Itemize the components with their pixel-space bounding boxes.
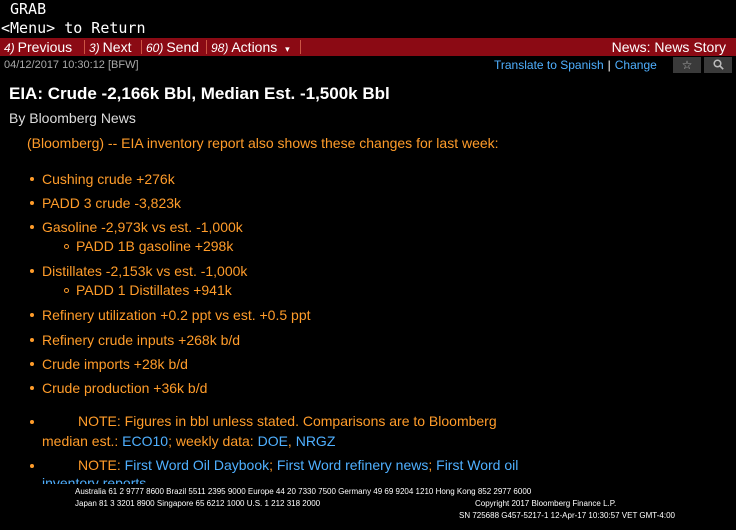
bullet-dot <box>30 269 34 273</box>
footer-contacts: Australia 61 2 9777 8600 Brazil 5511 239… <box>75 487 532 496</box>
sub-bullet-circle <box>64 244 69 249</box>
story-byline: By Bloomberg News <box>9 110 136 126</box>
bullet-dot <box>30 338 34 342</box>
toolbar-divider <box>300 40 301 54</box>
bullet-dot <box>30 386 34 390</box>
note-text: NOTE: <box>78 457 125 473</box>
list-item: Gasoline -2,973k vs est. -1,000k <box>42 219 243 235</box>
star-glyph: ☆ <box>681 58 693 72</box>
list-item: Refinery utilization +0.2 ppt vs est. +0… <box>42 307 311 323</box>
refinery-news-link[interactable]: First Word refinery news <box>276 457 429 473</box>
list-item: Cushing crude +276k <box>42 171 175 187</box>
footer-session-id: SN 725688 G457-5217-1 12-Apr-17 10:30:57… <box>459 511 675 520</box>
list-item: PADD 3 crude -3,823k <box>42 195 182 211</box>
note-text-line2: median est.: ECO10; weekly data: DOE, NR… <box>42 432 335 450</box>
note-text: ; <box>428 457 437 473</box>
bullet-dot <box>30 201 34 205</box>
next-label: Next <box>102 39 132 55</box>
function-title: News: News Story <box>611 39 726 55</box>
send-num: 60) <box>146 41 164 55</box>
next-num: 3) <box>89 41 100 55</box>
grab-label: GRAB <box>10 0 47 18</box>
note-text: , <box>287 433 296 449</box>
list-item: Crude imports +28k b/d <box>42 356 188 372</box>
story-headline: EIA: Crude -2,166k Bbl, Median Est. -1,5… <box>9 84 390 103</box>
bullet-dot <box>30 177 34 181</box>
bullet-dot <box>30 464 34 468</box>
terminal-header: GRAB <Menu> to Return <box>0 0 736 38</box>
doe-link[interactable]: DOE <box>257 433 288 449</box>
list-item: PADD 1 Distillates +941k <box>76 282 232 298</box>
footer-contacts-2: Japan 81 3 3201 8900 Singapore 65 6212 1… <box>75 499 321 508</box>
list-item: PADD 1B gasoline +298k <box>76 238 234 254</box>
list-item: Crude production +36k b/d <box>42 380 208 396</box>
sub-bullet-circle <box>64 288 69 293</box>
search-icon[interactable] <box>704 57 732 73</box>
toolbar: 4) Previous 3) Next 60) Send 98) Actions ▾ N… <box>0 38 736 56</box>
link-separator: | <box>607 58 611 72</box>
nrgz-link[interactable]: NRGZ <box>295 433 336 449</box>
footer: Australia 61 2 9777 8600 Brazil 5511 239… <box>0 484 736 530</box>
oil-inventory-link[interactable]: First Word oil <box>436 457 519 473</box>
translate-links: Translate to Spanish | Change <box>494 57 657 73</box>
note-text: ; weekly data: <box>168 433 258 449</box>
magnifier-glyph <box>712 59 724 70</box>
note-line: NOTE: First Word Oil Daybook; First Word… <box>78 456 518 474</box>
actions-menu-button[interactable]: 98) Actions ▾ <box>211 38 290 56</box>
story-intro: (Bloomberg) -- EIA inventory report also… <box>27 135 499 151</box>
translate-link[interactable]: Translate to Spanish <box>494 58 604 72</box>
send-button[interactable]: 60) Send <box>146 38 199 56</box>
change-language-link[interactable]: Change <box>614 58 657 72</box>
send-label: Send <box>166 39 200 55</box>
note-text: median est.: <box>42 433 123 449</box>
list-item: Refinery crude inputs +268k b/d <box>42 332 241 348</box>
bullet-dot <box>30 225 34 229</box>
story-timestamp: 04/12/2017 10:30:12 [BFW] <box>4 59 139 71</box>
previous-label: Previous <box>17 39 73 55</box>
next-button[interactable]: 3) Next <box>89 38 131 56</box>
star-icon[interactable]: ☆ <box>673 57 701 73</box>
previous-button[interactable]: 4) Previous <box>4 38 72 56</box>
bullet-dot <box>30 313 34 317</box>
bullet-dot <box>30 420 34 424</box>
oil-daybook-link[interactable]: First Word Oil Daybook <box>124 457 270 473</box>
eco10-link[interactable]: ECO10 <box>122 433 169 449</box>
toolbar-divider <box>141 40 142 54</box>
note-text: ; <box>269 457 277 473</box>
menu-return-hint[interactable]: <Menu> to Return <box>1 19 146 37</box>
footer-copyright: Copyright 2017 Bloomberg Finance L.P. <box>475 499 617 508</box>
bullet-dot <box>30 362 34 366</box>
actions-num: 98) <box>211 41 229 55</box>
actions-label: Actions <box>231 39 278 55</box>
note-text: NOTE: Figures in bbl unless stated. Comp… <box>78 413 497 429</box>
toolbar-divider <box>84 40 85 54</box>
list-item: Distillates -2,153k vs est. -1,000k <box>42 263 248 279</box>
previous-num: 4) <box>4 41 15 55</box>
story-meta-bar: 04/12/2017 10:30:12 [BFW] Translate to S… <box>0 56 736 74</box>
toolbar-divider <box>206 40 207 54</box>
chevron-down-icon: ▾ <box>285 44 290 54</box>
